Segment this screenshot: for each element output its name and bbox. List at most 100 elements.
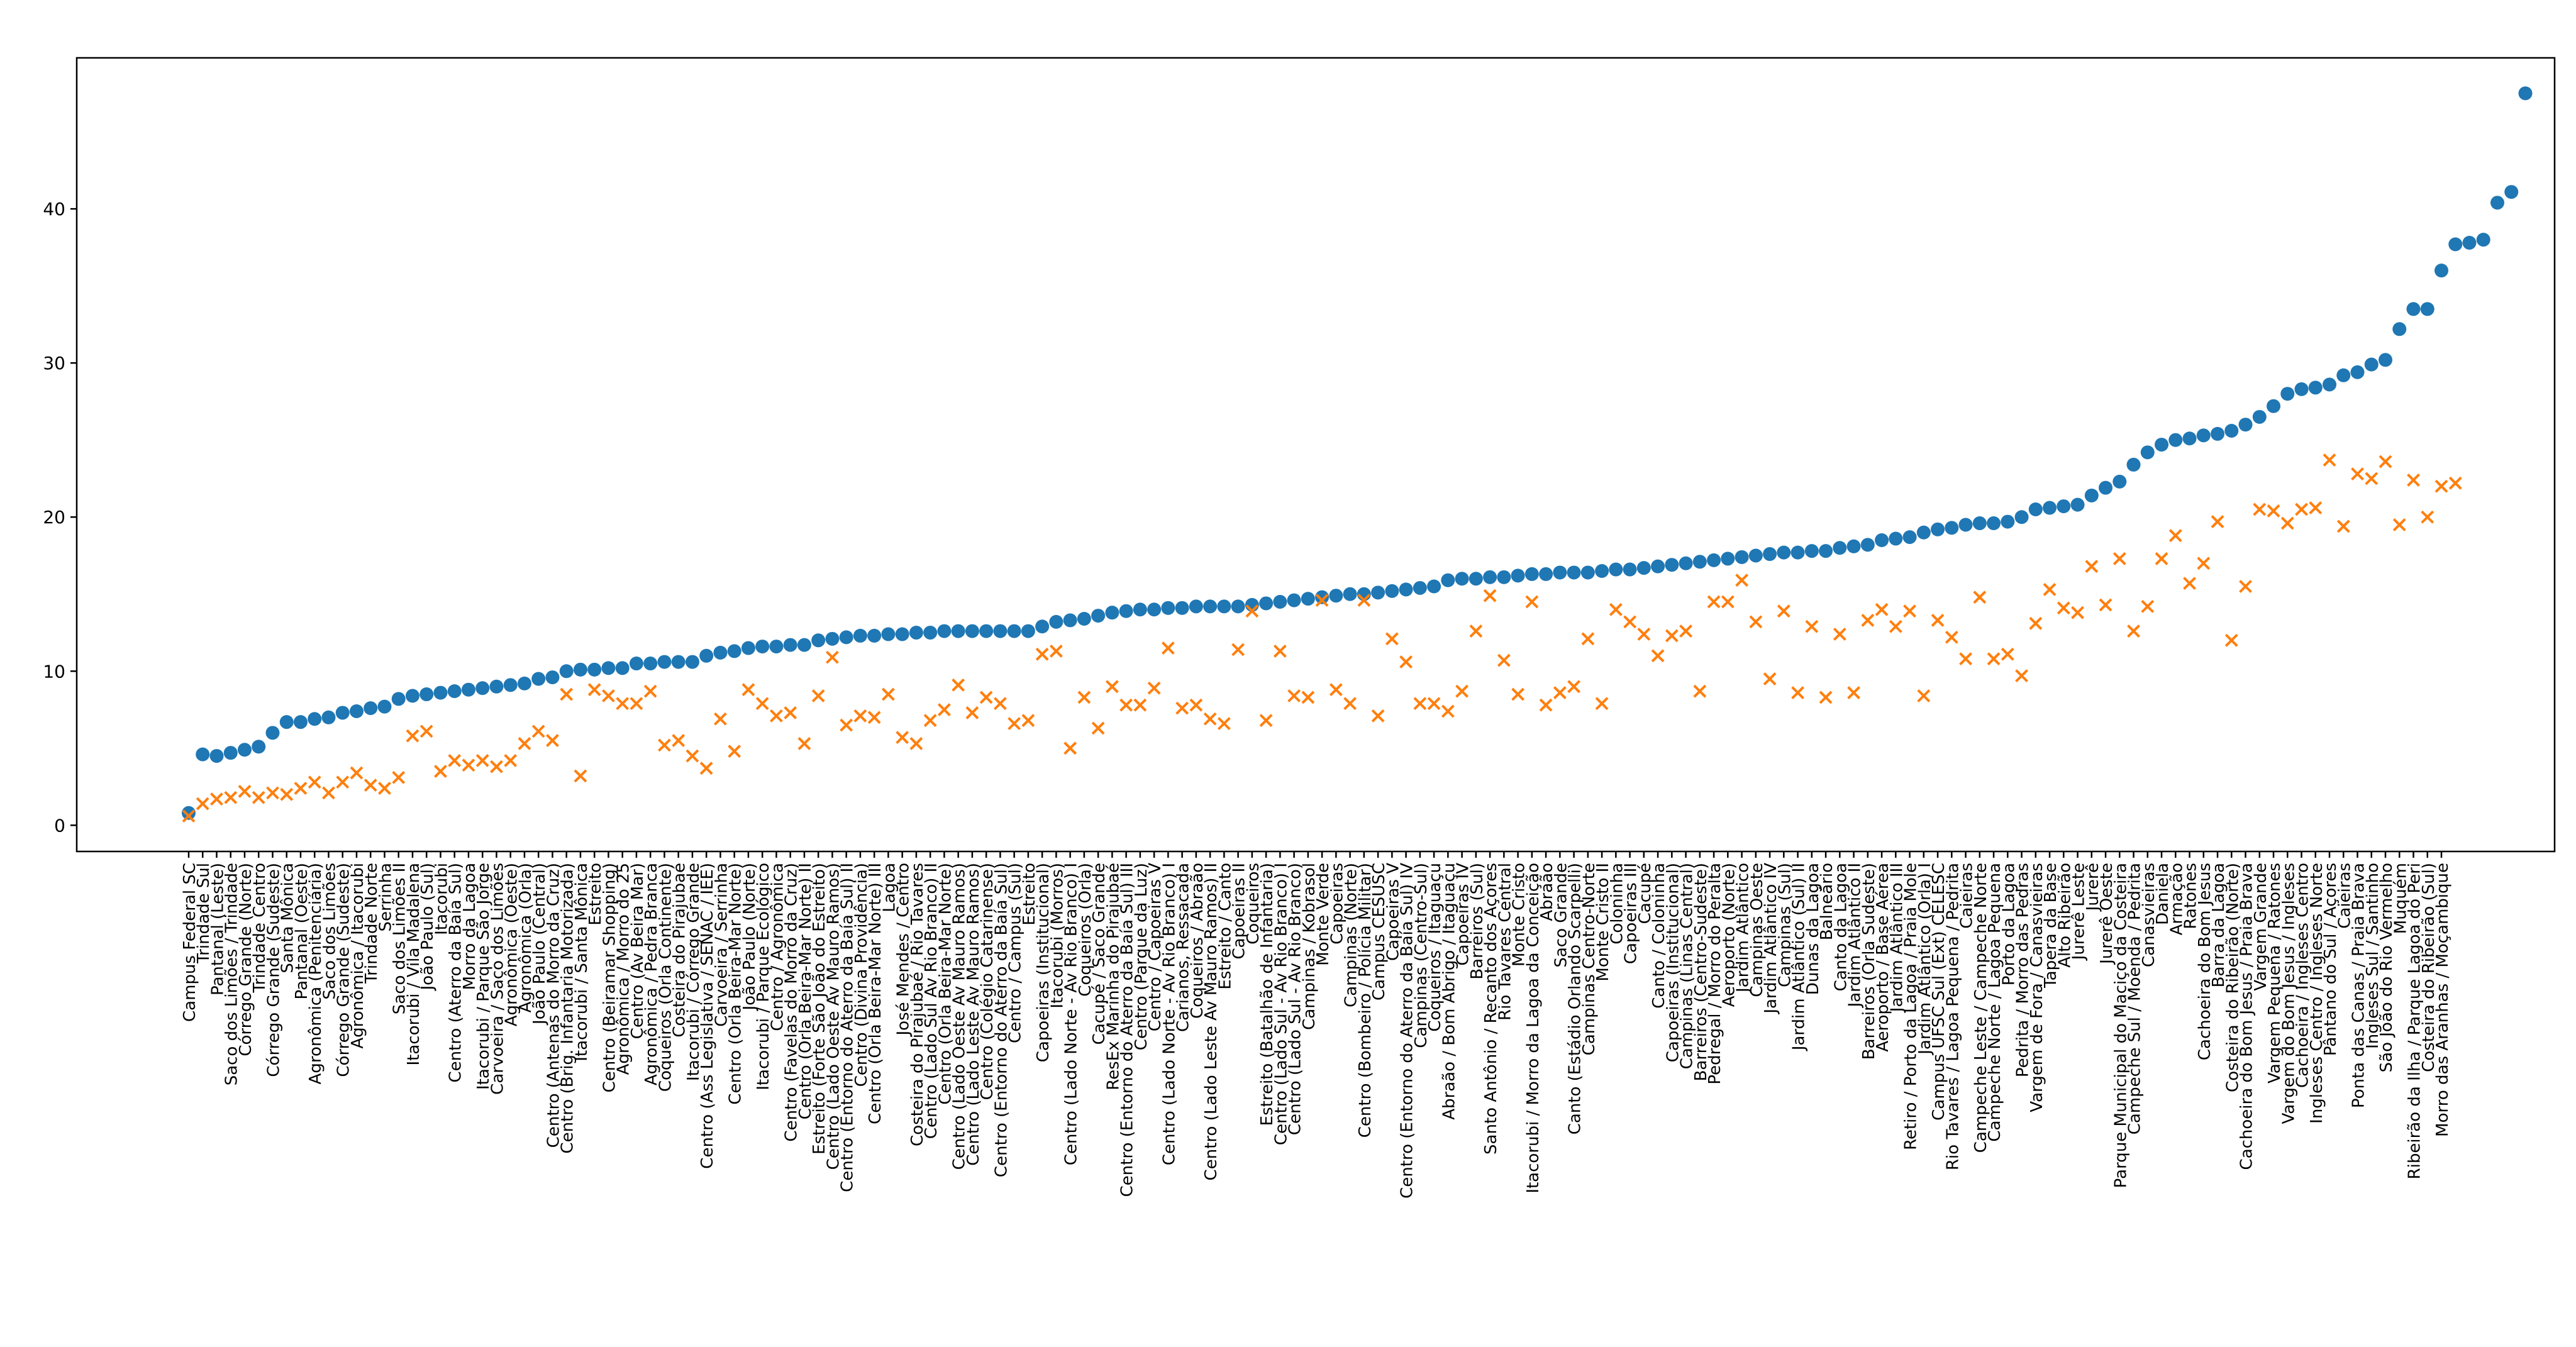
series-1-point [2504,185,2519,199]
x-tick-label: Vargem Grande [2251,863,2270,991]
series-1-point [699,648,714,663]
x-tick-label: Pântano do Sul / Açores [2321,863,2340,1056]
x-tick-label: Barreiros (Centro-Sudeste) [1692,863,1711,1081]
series-1-point [503,678,518,692]
series-1-point [839,630,853,645]
series-1-point [1889,531,1903,546]
series-2-point [896,731,909,745]
y-tick-label: 0 [54,815,65,836]
series-1-point [1833,541,1847,555]
series-2-point [979,690,993,704]
x-tick-label: São João do Rio Vermelho [2377,863,2396,1072]
series-2-point [2351,467,2364,481]
series-2-point [1413,697,1427,711]
series-1-point [1063,613,1077,628]
x-tick-label: Jurerê Leste [2070,863,2089,961]
series-2-point [1231,643,1245,657]
series-2-point [2183,577,2196,590]
x-tick-label: Caieiras [1958,863,1977,929]
series-2-point [1553,686,1567,700]
x-tick-label: Jurerê Oeste [2097,863,2116,965]
y-tick-label: 10 [43,661,65,682]
x-tick-label: Itacorubi / Vila Madalena [404,863,423,1065]
series-1-point [1931,522,1945,536]
series-2-point [2280,516,2294,530]
series-1-point [853,628,867,643]
x-tick-label: Itacorubi [432,863,451,935]
series-1-point [2168,433,2183,447]
x-tick-label: Vargem Pequena / Ratones [2265,863,2284,1084]
series-1-point [1804,544,1819,558]
series-2-point [266,786,279,800]
series-2-point [741,683,755,697]
x-tick-label: Campinas (Sul) [1775,863,1794,987]
series-1-point [741,641,755,655]
series-1-point [573,662,587,677]
series-2-point [1077,690,1091,704]
x-tick-label: Centro (Brig. Infantaria Motorizada) [558,863,577,1154]
series-1-point [1819,544,1833,558]
series-2 [182,453,2462,823]
x-tick-label: Centro (Lado Sul Av Rio Branco) II [922,863,941,1139]
x-tick-label: Carianos, Ressacada [1174,863,1193,1032]
series-1-point [2238,418,2253,432]
x-tick-label: Carvoeira / Serrinha [712,863,731,1027]
series-1-point [2392,322,2407,336]
series-1-point [1119,604,1133,618]
x-tick-label: Estreito (Forte São João do Estreito) [810,863,829,1155]
series-2-point [1021,714,1035,728]
series-2-point [952,678,965,692]
x-tick-label: Itacorubi (Morros) [1048,863,1067,1009]
series-1-point [2350,365,2365,379]
series-1-point [615,661,630,675]
x-tick-label: Ponta das Canas / Praia Brava [2350,863,2368,1108]
series-2-point [2309,501,2323,514]
series-1-point [391,692,406,706]
series-1-point [601,661,616,675]
x-tick-label: Trindade Centro [250,863,269,994]
series-2-point [1301,690,1315,704]
x-tick-label: Canto / Coloninha [1650,863,1668,1009]
series-1-point [937,624,952,638]
x-tick-label: Cachoeira do Bom Jesus [2196,863,2214,1060]
series-1-point [1427,579,1441,594]
y-tick-label: 40 [43,199,65,219]
series-1-point [769,640,784,654]
series-2-point [2043,583,2057,596]
series-2-point [2168,529,2182,543]
x-tick-label: Saco Grande [1552,863,1570,968]
x-tick-label: Canasvieiras [2140,863,2158,967]
x-tick-label: Retiro / Porto da Lagoa / Praia Mole [1902,863,1921,1150]
x-tick-label: Centro (Orla Beira-Mar Norte) [726,863,745,1105]
x-tick-label: Campus UFSC Sul (Ext) CELESC [1929,863,1948,1121]
series-1-point [671,655,686,669]
series-1-point [377,699,392,714]
series-2-point [755,697,769,711]
series-2-point [252,790,265,804]
series-1-point [1875,533,1889,548]
x-tick-label: Agronômica (Penitenciária) [306,863,325,1084]
series-2-point [462,758,475,772]
series-2-point [196,797,209,811]
series-1-point [364,701,378,716]
series-2-point [475,754,489,767]
series-1-point [1147,602,1162,617]
series-1-point [1692,555,1707,569]
x-tick-label: Monte Verde [1314,863,1333,966]
x-tick-label: José Mendes / Centro [894,863,913,1036]
series-2-point [1217,717,1231,731]
series-1-point [1203,599,1218,614]
x-tick-label: Campinas Centro-Norte [1580,863,1599,1055]
series-1-point [265,726,280,740]
series-1-point [643,657,658,671]
series-2-point [1441,704,1455,718]
series-1-point [1707,553,1721,567]
series-1-point [895,627,909,641]
series-2-point [2127,624,2140,638]
series-2-point [1623,615,1637,629]
series-1-point [2379,353,2393,367]
series-2-point [1091,721,1105,735]
series-2-point [2071,606,2084,619]
series-2-point [210,792,223,806]
series-2-point [322,786,335,800]
